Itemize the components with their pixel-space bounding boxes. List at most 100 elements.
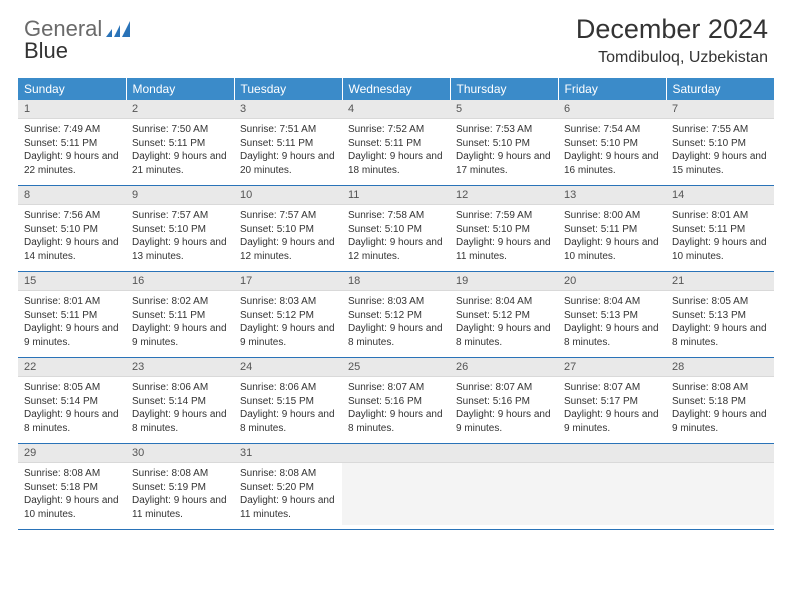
weekday-header: Monday [126, 78, 234, 100]
sunset-label: Sunset: [456, 310, 490, 321]
sunset-value: 5:10 PM [493, 138, 530, 149]
day-number: 13 [558, 186, 666, 205]
calendar-week: 15 Sunrise: 8:01 AM Sunset: 5:11 PM Dayligh… [18, 272, 774, 358]
calendar-day: 15Sunrise: 8:01 AMSunset: 5:11 PMDayligh… [18, 272, 126, 358]
day-body-empty [558, 463, 666, 525]
daylight-label: Daylight: [240, 409, 279, 420]
sunset-value: 5:20 PM [277, 482, 314, 493]
sunset-label: Sunset: [132, 138, 166, 149]
daylight-label: Daylight: [456, 151, 495, 162]
sunrise-value: 8:05 AM [711, 296, 748, 307]
weekday-header: Saturday [666, 78, 774, 100]
sunset-value: 5:19 PM [169, 482, 206, 493]
day-number: 3 [234, 100, 342, 119]
daylight-label: Daylight: [240, 323, 279, 334]
sunrise-label: Sunrise: [132, 124, 169, 135]
day-number: 16 [126, 272, 234, 291]
sunrise-label: Sunrise: [132, 468, 169, 479]
calendar-head: SundayMondayTuesdayWednesdayThursdayFrid… [18, 78, 774, 100]
sunrise-value: 8:07 AM [495, 382, 532, 393]
calendar-day: 8Sunrise: 7:56 AMSunset: 5:10 PMDaylight… [18, 186, 126, 272]
daylight-label: Daylight: [456, 409, 495, 420]
sunrise-label: Sunrise: [456, 382, 493, 393]
calendar-day: 31Sunrise: 8:08 AMSunset: 5:20 PMDayligh… [234, 444, 342, 530]
sunset-label: Sunset: [132, 310, 166, 321]
sunrise-label: Sunrise: [240, 296, 277, 307]
sunrise-value: 7:55 AM [711, 124, 748, 135]
calendar-day: 24Sunrise: 8:06 AMSunset: 5:15 PMDayligh… [234, 358, 342, 444]
calendar-week: 8Sunrise: 7:56 AMSunset: 5:10 PMDaylight… [18, 186, 774, 272]
daylight-label: Daylight: [24, 323, 63, 334]
day-body: Sunrise: 8:08 AMSunset: 5:19 PMDaylight:… [126, 463, 234, 529]
daylight-label: Daylight: [348, 409, 387, 420]
calendar-day: 28Sunrise: 8:08 AMSunset: 5:18 PMDayligh… [666, 358, 774, 444]
day-number: 28 [666, 358, 774, 377]
header: General Blue December 2024 Tomdibuloq, U… [0, 0, 792, 78]
weekday-header: Thursday [450, 78, 558, 100]
sunset-value: 5:14 PM [61, 396, 98, 407]
sunrise-label: Sunrise: [24, 210, 61, 221]
day-number: 22 [18, 358, 126, 377]
sunrise-value: 8:08 AM [711, 382, 748, 393]
sunset-value: 5:11 PM [61, 310, 98, 321]
sunset-value: 5:10 PM [61, 224, 98, 235]
day-body: Sunrise: 8:03 AMSunset: 5:12 PMDaylight:… [342, 291, 450, 357]
sunrise-label: Sunrise: [456, 296, 493, 307]
sunset-value: 5:11 PM [385, 138, 422, 149]
sunset-value: 5:18 PM [61, 482, 98, 493]
day-number: 12 [450, 186, 558, 205]
daylight-label: Daylight: [132, 151, 171, 162]
calendar-day: 30Sunrise: 8:08 AMSunset: 5:19 PMDayligh… [126, 444, 234, 530]
sunrise-value: 8:08 AM [279, 468, 316, 479]
calendar-day-empty [342, 444, 450, 530]
day-body: Sunrise: 7:56 AMSunset: 5:10 PMDaylight:… [18, 205, 126, 271]
weekday-header: Sunday [18, 78, 126, 100]
day-body: Sunrise: 8:00 AMSunset: 5:11 PMDaylight:… [558, 205, 666, 271]
sunset-value: 5:12 PM [493, 310, 530, 321]
day-number: 15 [18, 272, 126, 291]
weekday-header: Wednesday [342, 78, 450, 100]
day-number: 24 [234, 358, 342, 377]
day-body: Sunrise: 8:04 AMSunset: 5:13 PMDaylight:… [558, 291, 666, 357]
sunset-label: Sunset: [240, 482, 274, 493]
sunset-label: Sunset: [456, 396, 490, 407]
calendar-day: 13Sunrise: 8:00 AMSunset: 5:11 PMDayligh… [558, 186, 666, 272]
day-body: Sunrise: 7:57 AMSunset: 5:10 PMDaylight:… [126, 205, 234, 271]
day-body: Sunrise: 7:58 AMSunset: 5:10 PMDaylight:… [342, 205, 450, 271]
logo-chart-icon [106, 21, 130, 37]
sunrise-value: 7:51 AM [279, 124, 316, 135]
day-body: Sunrise: 8:07 AMSunset: 5:16 PMDaylight:… [342, 377, 450, 443]
day-number: 5 [450, 100, 558, 119]
calendar-day: 6Sunrise: 7:54 AMSunset: 5:10 PMDaylight… [558, 100, 666, 186]
day-number: 8 [18, 186, 126, 205]
weekday-row: SundayMondayTuesdayWednesdayThursdayFrid… [18, 78, 774, 100]
calendar-table: SundayMondayTuesdayWednesdayThursdayFrid… [18, 78, 774, 530]
day-number: 30 [126, 444, 234, 463]
sunrise-value: 8:01 AM [63, 296, 100, 307]
day-number-empty [342, 444, 450, 463]
sunset-label: Sunset: [24, 138, 58, 149]
sunrise-value: 8:04 AM [603, 296, 640, 307]
day-body: Sunrise: 8:08 AMSunset: 5:18 PMDaylight:… [666, 377, 774, 443]
day-body: Sunrise: 7:49 AMSunset: 5:11 PMDaylight:… [18, 119, 126, 185]
daylight-label: Daylight: [564, 151, 603, 162]
sunrise-value: 8:00 AM [603, 210, 640, 221]
day-number-empty [666, 444, 774, 463]
calendar-day: 29Sunrise: 8:08 AMSunset: 5:18 PMDayligh… [18, 444, 126, 530]
daylight-label: Daylight: [24, 151, 63, 162]
sunset-label: Sunset: [132, 482, 166, 493]
sunset-label: Sunset: [348, 310, 382, 321]
sunrise-value: 8:06 AM [279, 382, 316, 393]
sunset-label: Sunset: [564, 224, 598, 235]
sunset-label: Sunset: [24, 396, 58, 407]
day-number: 26 [450, 358, 558, 377]
sunrise-label: Sunrise: [672, 382, 709, 393]
sunrise-label: Sunrise: [564, 124, 601, 135]
sunrise-value: 7:49 AM [63, 124, 100, 135]
sunset-value: 5:10 PM [493, 224, 530, 235]
sunset-value: 5:13 PM [709, 310, 746, 321]
day-body: Sunrise: 8:06 AMSunset: 5:15 PMDaylight:… [234, 377, 342, 443]
sunrise-value: 7:57 AM [279, 210, 316, 221]
sunrise-value: 7:50 AM [171, 124, 208, 135]
daylight-label: Daylight: [24, 237, 63, 248]
